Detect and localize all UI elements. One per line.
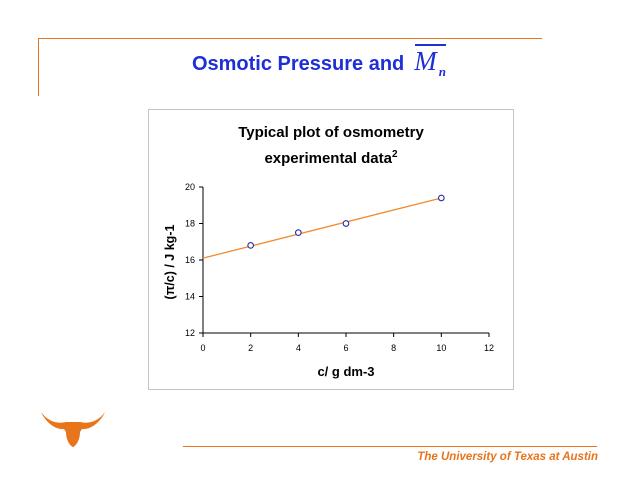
x-tick-label: 0 [200, 343, 205, 353]
chart-title-line1: Typical plot of osmometry [238, 124, 424, 141]
trendline [202, 197, 442, 259]
longhorn-logo [41, 412, 105, 447]
data-point [342, 220, 350, 227]
data-point [294, 229, 302, 236]
top-accent-rule [38, 38, 542, 39]
trendline-group [202, 197, 442, 259]
y-tick-label: 20 [185, 182, 195, 192]
chart-title-line2: experimental data2 [148, 144, 514, 170]
x-tick-label: 10 [436, 343, 446, 353]
data-point [247, 242, 255, 249]
y-axis-label: (π/c) / J kg-1 [163, 224, 177, 300]
x-tick-label: 4 [296, 343, 301, 353]
chart-title: Typical plot of osmometry experimental d… [148, 122, 514, 170]
x-tick-label: 2 [248, 343, 253, 353]
y-tick-label: 18 [185, 219, 195, 229]
data-point [437, 194, 445, 202]
data-points [247, 194, 445, 249]
y-tick-label: 16 [185, 255, 195, 265]
chart-frame [148, 109, 514, 390]
chart-axes: 12 14 16 18 20 0 2 4 6 8 10 12 [185, 182, 494, 353]
x-tick-label: 6 [343, 343, 348, 353]
chart-title-line2-text: experimental data [264, 150, 392, 167]
chart-title-superscript: 2 [392, 149, 398, 160]
x-tick-label: 8 [391, 343, 396, 353]
y-tick-label: 12 [185, 328, 195, 338]
left-accent-rule [38, 38, 39, 96]
x-tick-label: 12 [484, 343, 494, 353]
slide-title-text: Osmotic Pressure and [191, 53, 405, 75]
x-axis-label: c/ g dm-3 [317, 364, 375, 379]
mn-symbol-letter: M [414, 46, 437, 76]
mn-symbol-subscript: n [438, 64, 447, 79]
bottom-accent-rule [183, 446, 597, 447]
footer-university: The University of Texas at Austin [417, 451, 598, 463]
y-tick-label: 14 [185, 292, 195, 302]
